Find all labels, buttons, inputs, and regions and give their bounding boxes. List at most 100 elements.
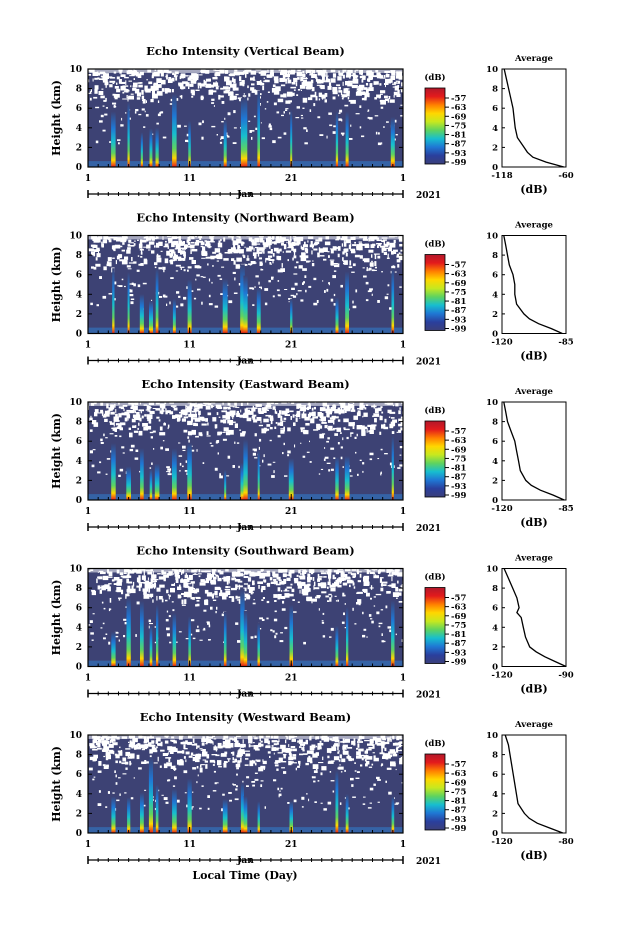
no-data-cell [334, 264, 340, 268]
no-data-cell [97, 803, 102, 806]
no-data-cell [190, 79, 197, 84]
no-data-cell [396, 750, 402, 752]
no-data-cell [395, 75, 400, 79]
no-data-cell [190, 245, 195, 249]
no-data-cell [192, 76, 197, 79]
no-data-cell [162, 753, 168, 756]
no-data-cell [321, 766, 327, 771]
no-data-cell [206, 246, 212, 248]
no-data-cell [313, 587, 320, 590]
no-data-cell [193, 404, 200, 408]
no-data-cell [201, 257, 206, 259]
no-data-cell [359, 405, 364, 410]
no-data-cell [315, 95, 318, 101]
no-data-cell [183, 75, 189, 77]
no-data-cell [363, 239, 369, 241]
avg-x-tick-label: -120 [491, 504, 512, 514]
no-data-cell [302, 571, 304, 575]
no-data-cell [201, 742, 205, 746]
no-data-cell [350, 573, 357, 576]
no-data-cell [166, 762, 172, 767]
no-data-cell [356, 433, 358, 437]
no-data-cell [119, 435, 122, 438]
echo-spike [289, 604, 293, 667]
no-data-cell [394, 751, 397, 756]
plot-frame [87, 234, 404, 335]
no-data-cell [199, 767, 203, 773]
no-data-cell [374, 737, 381, 741]
no-data-cell [396, 259, 401, 263]
no-data-cell [379, 431, 382, 435]
no-data-cell [306, 596, 313, 602]
no-data-cell [144, 789, 147, 791]
no-data-cell [384, 83, 389, 85]
no-data-cell [342, 592, 345, 597]
no-data-cell [149, 431, 154, 434]
no-data-cell [300, 573, 302, 575]
no-data-cell [321, 591, 327, 594]
no-data-cell [121, 249, 125, 252]
no-data-cell [368, 766, 373, 768]
no-data-cell [302, 455, 306, 458]
no-data-cell [399, 286, 402, 288]
no-data-cell [250, 261, 256, 265]
no-data-cell [195, 89, 200, 91]
no-data-cell [129, 740, 132, 746]
no-data-cell [234, 798, 239, 801]
no-data-cell [187, 583, 192, 585]
no-data-cell [369, 587, 374, 589]
no-data-cell [135, 745, 139, 748]
no-data-cell [400, 756, 403, 760]
no-data-cell [339, 764, 341, 766]
no-data-cell [187, 269, 189, 272]
no-data-cell [273, 578, 277, 582]
echo-spike [149, 128, 153, 167]
no-data-cell [261, 586, 266, 590]
no-data-cell [106, 261, 110, 265]
no-data-cell [226, 580, 229, 585]
no-data-cell [152, 571, 154, 576]
no-data-cell [212, 599, 217, 601]
no-data-cell [321, 80, 326, 83]
no-data-cell [188, 439, 190, 443]
no-data-cell [395, 748, 399, 753]
no-data-cell [134, 88, 140, 94]
no-data-cell [167, 746, 173, 751]
no-data-cell [232, 240, 235, 243]
no-data-cell [134, 457, 139, 460]
no-data-cell [180, 95, 183, 99]
echo-spike [345, 111, 349, 167]
no-data-cell [112, 82, 115, 84]
no-data-cell [328, 760, 331, 764]
no-data-cell [384, 98, 389, 101]
no-data-cell [343, 418, 349, 423]
no-data-cell [342, 251, 345, 255]
no-data-cell [232, 240, 239, 246]
no-data-cell [395, 768, 397, 771]
no-data-cell [296, 574, 299, 577]
no-data-cell [280, 744, 286, 749]
no-data-cell [130, 753, 135, 758]
no-data-cell [206, 253, 208, 255]
no-data-cell [391, 583, 396, 588]
no-data-cell [243, 573, 245, 576]
no-data-cell [255, 748, 260, 751]
no-data-cell [359, 255, 363, 259]
avg-y-tick-label: 4 [492, 124, 498, 134]
avg-y-tick-label: 10 [486, 565, 498, 575]
no-data-cell [101, 241, 103, 247]
y-tick-label: 2 [76, 143, 82, 153]
no-data-cell [224, 593, 228, 597]
no-data-cell [294, 266, 297, 269]
no-data-cell [304, 142, 308, 145]
no-data-cell [303, 127, 307, 130]
no-data-cell [285, 82, 288, 84]
no-data-cell [370, 75, 373, 80]
no-data-cell [192, 582, 194, 587]
no-data-cell [266, 617, 269, 620]
no-data-cell [277, 98, 284, 103]
no-data-cell [168, 758, 171, 762]
no-data-cell [215, 71, 221, 77]
no-data-cell [200, 765, 202, 768]
no-data-cell [333, 427, 337, 430]
